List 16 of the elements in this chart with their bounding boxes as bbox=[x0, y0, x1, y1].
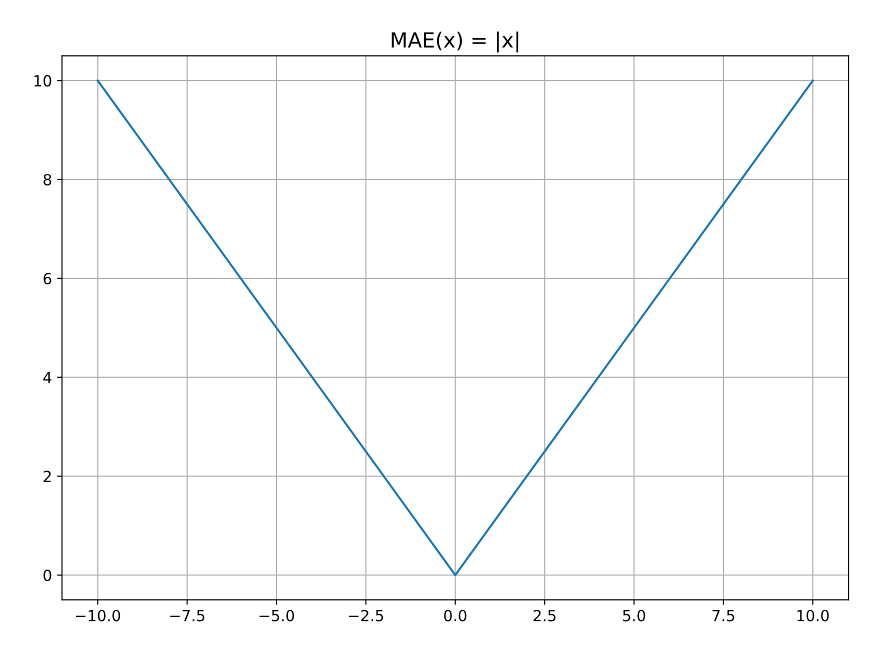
chart-title: MAE(x) = |x| bbox=[392, 32, 518, 52]
y-tick-label: 10 bbox=[34, 75, 52, 87]
y-tick-label: 4 bbox=[43, 372, 52, 384]
x-tick-label: 5.0 bbox=[623, 610, 646, 622]
y-tick-label: 8 bbox=[44, 174, 52, 186]
x-tick-label: 7.5 bbox=[712, 610, 734, 622]
x-tick-label: −2.5 bbox=[348, 610, 384, 622]
x-tick-label: −5.0 bbox=[260, 610, 294, 622]
y-tick-label: 0 bbox=[44, 570, 52, 582]
x-tick-label: 10.0 bbox=[797, 610, 829, 622]
y-tick-label: 2 bbox=[44, 470, 51, 482]
y-tick-label: 6 bbox=[44, 272, 52, 284]
x-tick-label: −7.5 bbox=[170, 610, 204, 622]
x-tick-label: −10.0 bbox=[76, 610, 120, 622]
x-tick-label: 2.5 bbox=[534, 610, 556, 622]
x-tick-label: 0.0 bbox=[444, 610, 466, 622]
